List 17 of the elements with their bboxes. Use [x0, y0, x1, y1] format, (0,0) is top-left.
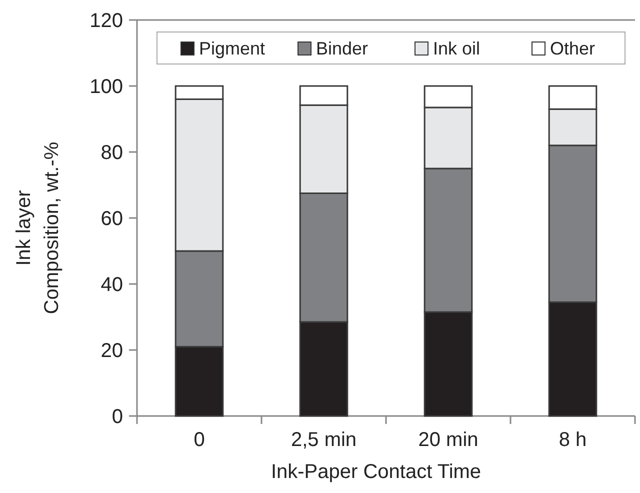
- legend-label: Pigment: [199, 38, 266, 58]
- y-tick-label: 120: [90, 10, 123, 32]
- y-tick-label: 0: [112, 406, 123, 428]
- x-tick-label: 2,5 min: [290, 429, 357, 451]
- y-tick-label: 80: [100, 142, 123, 164]
- x-tick-label: 0: [194, 429, 205, 451]
- y-tick-label: 60: [100, 208, 123, 230]
- y-tick-label: 40: [100, 274, 123, 296]
- legend-label: Other: [550, 38, 596, 58]
- x-axis-title: Ink-Paper Contact Time: [270, 461, 482, 483]
- legend-label: Ink oil: [433, 38, 480, 58]
- y-tick-label: 20: [100, 340, 123, 362]
- y-axis-title: Ink layer Composition, wt.-%: [13, 142, 63, 314]
- y-tick-label: 100: [90, 76, 123, 98]
- x-tick-label: 8 h: [558, 429, 587, 451]
- x-tick-label: 20 min: [418, 429, 478, 451]
- legend-label: Binder: [316, 38, 368, 58]
